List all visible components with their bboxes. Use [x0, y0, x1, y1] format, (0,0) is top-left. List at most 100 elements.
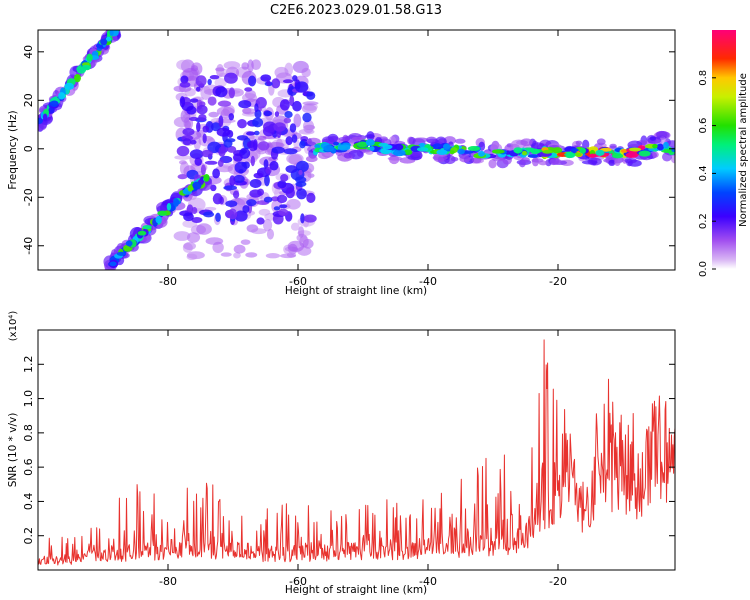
y-tick-label: 1.0: [22, 390, 35, 408]
heatmap-cell: [625, 152, 639, 158]
heatmap-cell: [253, 130, 260, 136]
heatmap-cell: [86, 53, 93, 62]
heatmap-cell: [229, 175, 236, 187]
heatmap-cell: [608, 159, 616, 167]
heatmap-cell: [531, 157, 539, 167]
heatmap-cell: [295, 81, 309, 93]
heatmap-cell: [333, 141, 339, 146]
heatmap-cell: [248, 75, 257, 87]
heatmap-cell: [459, 155, 471, 163]
heatmap-cell: [186, 232, 201, 243]
heatmap-cell: [263, 110, 273, 117]
heatmap-cell: [582, 139, 590, 150]
heatmap-cell: [217, 159, 224, 167]
heatmap-cell: [198, 113, 207, 122]
heatmap-cell: [155, 215, 163, 224]
heatmap-cell: [228, 113, 235, 121]
heatmap-cell: [177, 174, 188, 180]
heatmap-cell: [302, 112, 312, 123]
heatmap-cell: [410, 150, 423, 161]
spectrogram-heatmap: [38, 30, 675, 270]
heatmap-cell: [245, 252, 258, 258]
heatmap-cell: [652, 151, 659, 158]
heatmap-cell: [263, 121, 277, 133]
heatmap-cell: [157, 210, 168, 216]
heatmap-cell: [236, 135, 249, 141]
heatmap-cell: [265, 253, 281, 259]
heatmap-cell: [125, 240, 133, 247]
heatmap-cell: [306, 91, 316, 100]
spectrogram-ticks: -80 -60 -40 -20 -40 -20 0 20 40: [22, 30, 675, 288]
heatmap-cell: [263, 159, 269, 169]
heatmap-cell: [300, 213, 305, 224]
heatmap-cell: [296, 188, 307, 200]
heatmap-cell: [416, 147, 429, 152]
heatmap-cell: [323, 145, 335, 152]
snr-plot-area: [38, 330, 675, 570]
heatmap-cell: [274, 111, 280, 117]
heatmap-cell: [242, 107, 252, 114]
heatmap-cell: [246, 199, 257, 207]
colorbar: 0.0 0.2 0.4 0.6 0.8 Normalized spectral ampl…: [698, 30, 749, 277]
heatmap-cell: [628, 147, 642, 152]
heatmap-cell: [218, 146, 226, 157]
heatmap-cell: [227, 146, 237, 153]
heatmap-cell: [263, 196, 273, 203]
heatmap-cell: [38, 117, 43, 125]
heatmap-cell: [223, 61, 241, 70]
y-tick-label: 0.6: [22, 458, 35, 476]
x-tick-label: -80: [159, 575, 177, 588]
heatmap-cell: [179, 96, 186, 108]
heatmap-cell: [212, 168, 220, 179]
heatmap-cell: [176, 145, 190, 157]
heatmap-cell: [271, 78, 281, 89]
heatmap-cell: [283, 117, 292, 124]
heatmap-cell: [182, 138, 192, 146]
heatmap-cell: [249, 178, 262, 188]
colorbar-gradient: [712, 30, 736, 269]
heatmap-cell: [190, 139, 197, 145]
heatmap-cell: [209, 75, 220, 80]
heatmap-cell: [74, 73, 81, 83]
heatmap-cell: [291, 134, 298, 143]
x-tick-label: -20: [549, 275, 567, 288]
colorbar-tick-label: 0.4: [698, 165, 709, 181]
heatmap-cell: [387, 156, 403, 161]
heatmap-cell: [220, 252, 232, 257]
heatmap-cell: [663, 141, 669, 149]
heatmap-cell: [188, 116, 199, 122]
heatmap-cell: [183, 212, 194, 222]
heatmap-cell: [266, 80, 271, 86]
heatmap-cell: [574, 152, 582, 157]
snr-ylabel: SNR (10 * v/v): [7, 413, 19, 488]
heatmap-cell: [611, 153, 624, 159]
heatmap-cell: [408, 137, 416, 145]
heatmap-cell: [224, 72, 238, 84]
heatmap-cell: [587, 157, 602, 166]
heatmap-cell: [105, 36, 112, 42]
heatmap-cell: [589, 153, 596, 158]
heatmap-cell: [530, 148, 540, 155]
heatmap-cell: [64, 82, 75, 90]
heatmap-cell: [369, 146, 375, 151]
colorbar-tick-label: 0.6: [698, 118, 709, 134]
heatmap-cell: [142, 225, 152, 230]
heatmap-cell: [564, 152, 576, 157]
heatmap-cell: [255, 97, 267, 109]
heatmap-cell: [254, 103, 259, 113]
heatmap-cell: [223, 139, 233, 148]
heatmap-cell: [234, 210, 248, 222]
heatmap-cell: [624, 157, 637, 164]
heatmap-cell: [180, 75, 189, 84]
heatmap-cell: [225, 200, 238, 208]
heatmap-cell: [301, 67, 311, 78]
heatmap-cell: [492, 157, 505, 162]
colorbar-tick-label: 0.8: [698, 70, 709, 86]
heatmap-cell: [542, 149, 553, 154]
heatmap-cell: [195, 75, 207, 87]
heatmap-cell: [661, 149, 674, 153]
heatmap-cell: [228, 208, 238, 220]
heatmap-cell: [109, 30, 114, 37]
heatmap-cell: [273, 122, 286, 132]
